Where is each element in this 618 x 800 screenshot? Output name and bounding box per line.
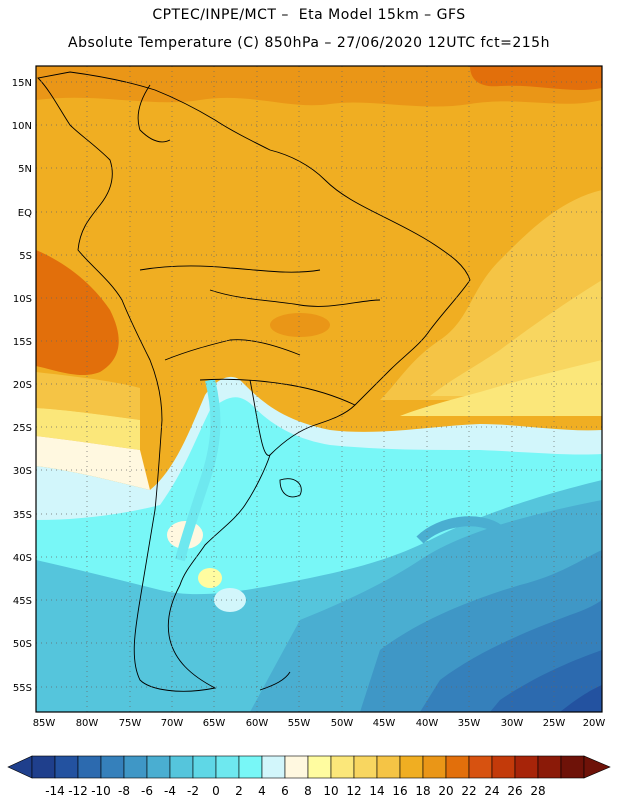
coastlines (37, 71, 471, 692)
lon-label: 25W (543, 718, 566, 729)
lon-label: 40W (416, 718, 439, 729)
colorbar-tick-label: -4 (164, 784, 176, 798)
colorbar-min-arrow (7, 755, 33, 779)
lat-label: 35S (13, 510, 32, 521)
map-title-field: Absolute Temperature (C) 850hPa – 27/06/… (68, 35, 550, 51)
lon-label: 85W (33, 718, 56, 729)
colorbar-swatch (31, 755, 56, 779)
colorbar-tick-label: 12 (346, 784, 361, 798)
colorbar-tick-label: 8 (304, 784, 312, 798)
lat-label: 15N (12, 78, 32, 89)
colorbar-swatch (307, 755, 332, 779)
colorbar-swatch (399, 755, 424, 779)
lat-label: 20S (13, 380, 32, 391)
colorbar-tick-label: 6 (281, 784, 289, 798)
lon-label: 55W (288, 718, 311, 729)
latitude-axis: 15N 10N 5N EQ 5S 10S 15S 20S 25S 30S 35S… (12, 78, 32, 694)
colorbar-swatch (100, 755, 125, 779)
colorbar-tick-label: 20 (438, 784, 453, 798)
colorbar-tick-label: 2 (235, 784, 243, 798)
colorbar-labels: -14 -12 -10 -8 -6 -4 -2 0 2 4 6 8 10 12 14 16 18 20 22 24 26… (45, 784, 545, 798)
map-frame (35, 65, 603, 713)
lon-label: 30W (501, 718, 524, 729)
colorbar-tick-label: 16 (392, 784, 407, 798)
colorbar-swatch (77, 755, 102, 779)
colorbar-swatch (537, 755, 562, 779)
lat-label: 30S (13, 466, 32, 477)
colorbar-tick-label: 28 (530, 784, 545, 798)
colorbar-tick-label: 4 (258, 784, 266, 798)
lat-label: 45S (13, 596, 32, 607)
lon-label: 20W (583, 718, 606, 729)
colorbar-swatch (261, 755, 286, 779)
lon-label: 50W (331, 718, 354, 729)
colorbar-tick-label: -8 (118, 784, 130, 798)
longitude-axis: 85W 80W 75W 70W 65W 60W 55W 50W 45W 40W … (33, 718, 606, 729)
colorbar-tick-label: 18 (415, 784, 430, 798)
lon-label: 60W (246, 718, 269, 729)
colorbar-swatch (422, 755, 447, 779)
colorbar-swatch (491, 755, 516, 779)
colorbar-tick-label: 24 (484, 784, 499, 798)
colorbar-swatch (54, 755, 79, 779)
lat-label: 5N (18, 164, 32, 175)
colorbar-swatch (215, 755, 240, 779)
lat-label: 40S (13, 553, 32, 564)
colorbar-swatch (560, 755, 585, 779)
colorbar-swatch (238, 755, 263, 779)
colorbar-swatch (353, 755, 378, 779)
lat-label: 10N (12, 121, 32, 132)
lon-label: 35W (458, 718, 481, 729)
colorbar-swatch (445, 755, 470, 779)
colorbar-swatch (376, 755, 401, 779)
colorbar-tick-label: 22 (461, 784, 476, 798)
colorbar-swatch (192, 755, 217, 779)
lat-label: 55S (13, 683, 32, 694)
lat-label: EQ (18, 208, 32, 219)
colorbar-swatch (284, 755, 309, 779)
colorbar-swatch (123, 755, 148, 779)
colorbar-tick-label: 0 (212, 784, 220, 798)
lat-label: 25S (13, 423, 32, 434)
colorbar-tick-label: -2 (187, 784, 199, 798)
colorbar-tick-label: 14 (369, 784, 384, 798)
colorbar-swatch (146, 755, 171, 779)
lon-label: 65W (203, 718, 226, 729)
colorbar: -14 -12 -10 -8 -6 -4 -2 0 2 4 6 8 10 12 14 16 18 20 22 24 26… (7, 755, 611, 798)
colorbar-tick-label: 26 (507, 784, 522, 798)
colorbar-swatch (514, 755, 539, 779)
lon-label: 70W (161, 718, 184, 729)
temperature-field (36, 66, 602, 712)
temperature-map: 15N 10N 5N EQ 5S 10S 15S 20S 25S 30S 35S… (12, 65, 606, 729)
lon-label: 80W (76, 718, 99, 729)
lat-label: 5S (19, 251, 32, 262)
lat-label: 50S (13, 639, 32, 650)
lon-label: 75W (119, 718, 142, 729)
lat-label: 15S (13, 337, 32, 348)
colorbar-tick-label: 10 (323, 784, 338, 798)
colorbar-tick-label: -14 (45, 784, 65, 798)
lon-label: 45W (373, 718, 396, 729)
colorbar-swatch (330, 755, 355, 779)
colorbar-max-arrow (583, 755, 611, 779)
colorbar-swatch (468, 755, 493, 779)
lat-label: 10S (13, 294, 32, 305)
colorbar-tick-label: -12 (68, 784, 88, 798)
map-title-model: CPTEC/INPE/MCT – Eta Model 15km – GFS (152, 7, 466, 23)
colorbar-tick-label: -10 (91, 784, 111, 798)
colorbar-swatch (169, 755, 194, 779)
colorbar-tick-label: -6 (141, 784, 153, 798)
colorbar-swatches (7, 755, 611, 779)
